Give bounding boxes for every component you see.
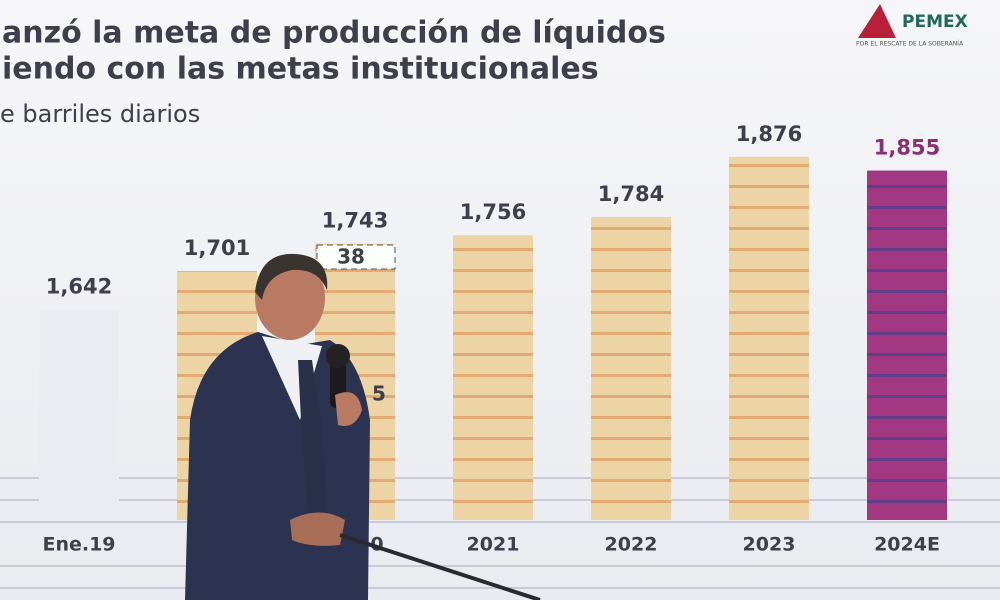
value-label: 1,701 — [184, 236, 250, 260]
bar-stripes — [453, 235, 533, 521]
bar-stripes — [729, 156, 809, 521]
value-label: 1,756 — [460, 200, 526, 224]
presenter — [185, 253, 541, 600]
annotation: 38 — [337, 245, 365, 269]
title-line: iendo con las metas institucionales — [2, 52, 599, 87]
subtitle: e barriles diarios — [0, 100, 200, 128]
x-tick-label: 2024E — [874, 534, 940, 556]
bar — [39, 309, 119, 520]
bar-stripes — [867, 170, 947, 520]
brand-tagline: POR EL RESCATE DE LA SOBERANÍA — [856, 41, 964, 48]
value-label: 1,855 — [874, 136, 940, 160]
x-tick-label: 2022 — [605, 534, 658, 556]
bar-stripes — [591, 216, 671, 520]
value-label: 1,876 — [736, 122, 802, 146]
value-label: 1,642 — [46, 275, 112, 299]
x-tick-label: 2021 — [467, 534, 520, 556]
title-line: anzó la meta de producción de líquidos — [2, 16, 666, 51]
bar-chart: 1,642Ene.191,701201,74301,75620211,78420… — [39, 122, 947, 556]
value-label: 1,784 — [598, 182, 664, 206]
brand-logo — [858, 4, 896, 38]
annotation-box — [316, 244, 396, 270]
x-tick-label: Ene.19 — [42, 534, 115, 556]
annotation: 5 — [372, 382, 386, 406]
brand-name: PEMEX — [902, 12, 968, 32]
value-label: 1,743 — [322, 209, 388, 233]
x-tick-label: 2023 — [743, 534, 796, 556]
